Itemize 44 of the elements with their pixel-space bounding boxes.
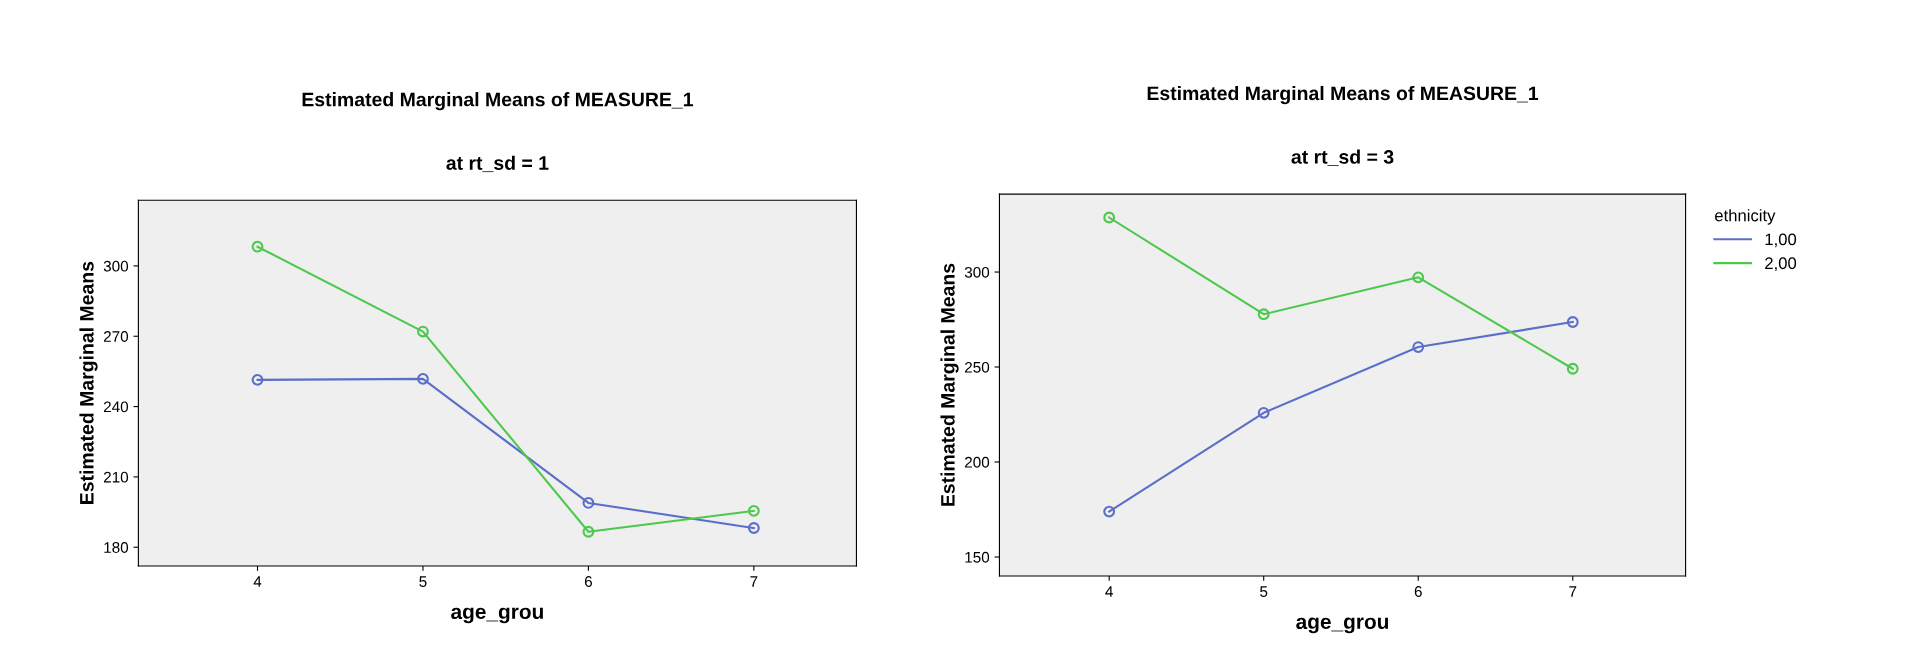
point	[417, 325, 429, 338]
y-tick-label: 150	[965, 551, 990, 563]
y-tick-label: 200	[965, 456, 990, 468]
point	[747, 504, 760, 517]
x-tick-label: 6	[1414, 586, 1422, 597]
point	[1257, 406, 1270, 419]
point	[1566, 316, 1579, 328]
y-tick-label: 300	[964, 266, 990, 278]
chart-title: Estimated Marginal Means of MEASURE_1	[1147, 85, 1539, 105]
point	[417, 373, 429, 385]
y-axis-title: Estimated Marginal Means	[79, 261, 98, 504]
point	[1412, 341, 1425, 353]
y-tick-label: 250	[965, 361, 990, 373]
x-tick-label: 6	[584, 576, 592, 587]
legend-label: 1,00	[1765, 233, 1797, 248]
point	[582, 525, 595, 538]
point	[582, 497, 595, 509]
x-tick-label: 5	[419, 576, 427, 587]
x-tick-label: 4	[253, 576, 262, 587]
point	[251, 373, 264, 386]
point	[1103, 505, 1116, 518]
y-tick-label: 210	[103, 471, 129, 483]
point	[1566, 362, 1579, 375]
legend-title: ethnicity	[1715, 209, 1776, 225]
y-tick-label: 270	[103, 331, 129, 342]
chart-subtitle: at rt_sd = 3	[1291, 149, 1394, 166]
y-tick-label: 240	[103, 401, 129, 413]
point	[1257, 308, 1270, 321]
chart-title: Estimated Marginal Means of MEASURE_1	[302, 92, 693, 111]
point	[251, 240, 264, 253]
x-tick-label: 5	[1260, 586, 1268, 597]
point	[1412, 271, 1425, 284]
x-tick-label: 7	[750, 576, 758, 587]
y-tick-label: 300	[103, 260, 129, 272]
x-tick-label: 4	[1105, 586, 1113, 597]
x-axis-title: age_grou	[451, 607, 543, 624]
chart-subtitle: at rt_sd = 1	[446, 155, 549, 173]
point	[747, 522, 760, 534]
legend-label: 2,00	[1765, 257, 1797, 272]
x-tick-label: 7	[1569, 586, 1577, 597]
x-axis-title: age_grou	[1296, 617, 1389, 634]
y-tick-label: 180	[104, 542, 129, 553]
point	[1103, 211, 1116, 224]
y-axis-title: Estimated Marginal Means	[940, 263, 959, 506]
